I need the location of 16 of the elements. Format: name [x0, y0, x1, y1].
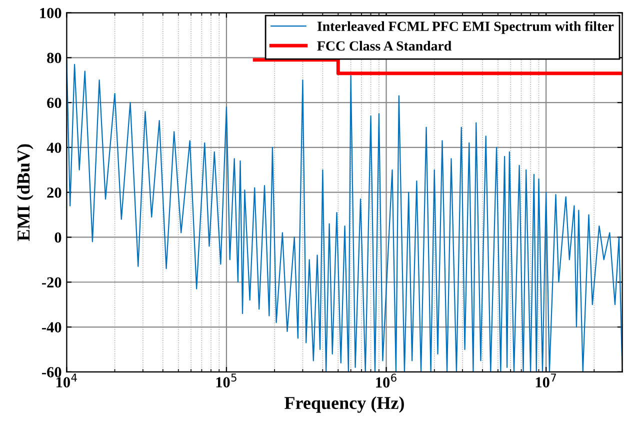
y-tick-label: -60: [42, 367, 62, 378]
y-axis-title: EMI (dBuV): [16, 144, 34, 241]
x-tick-label: 10$^{7}$: [536, 374, 556, 388]
y-tick-label: 100: [40, 8, 62, 18]
legend-label: Interleaved FCML PFC EMI Spectrum with filter: [317, 21, 614, 34]
x-tick-label: 10$^{5}$: [216, 374, 236, 388]
y-tick-label: 80: [47, 52, 62, 64]
y-tick-label: -40: [42, 322, 62, 332]
x-tick-label: 10$^{6}$: [376, 374, 396, 388]
y-tick-label: 0: [54, 232, 62, 243]
y-tick-label: 40: [46, 142, 62, 153]
y-tick-label: 60: [47, 98, 62, 108]
y-tick-label: -20: [42, 277, 62, 288]
x-axis-title: Frequency (Hz): [284, 396, 404, 413]
y-tick-label: 20: [47, 187, 62, 198]
legend-label: FCC Class A Standard: [317, 40, 452, 51]
